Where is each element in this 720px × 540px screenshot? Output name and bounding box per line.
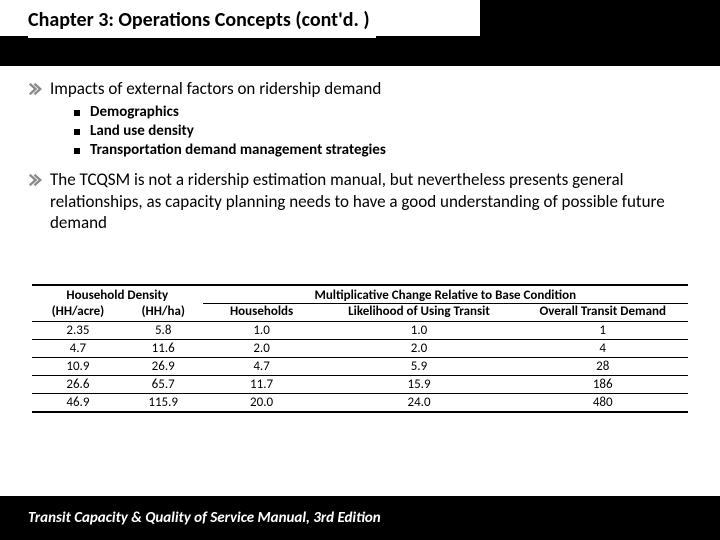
table-cell: 46.9 <box>32 394 124 413</box>
table-cell: 65.7 <box>124 376 203 394</box>
table-cell: 186 <box>517 376 688 394</box>
sub-bullet-text: Transportation demand management strateg… <box>90 141 386 159</box>
footer-text: Transit Capacity & Quality of Service Ma… <box>28 509 381 527</box>
table-cell: 2.35 <box>32 322 124 340</box>
table-cell: 15.9 <box>321 376 518 394</box>
table-cell: 2.0 <box>203 340 321 358</box>
table-row: 46.9115.920.024.0480 <box>32 394 688 413</box>
table-cell: 115.9 <box>124 394 203 413</box>
sub-list: DemographicsLand use densityTransportati… <box>74 103 692 159</box>
footer-band: Transit Capacity & Quality of Service Ma… <box>0 496 720 540</box>
table-cell: 1.0 <box>321 322 518 340</box>
table-group-header: Multiplicative Change Relative to Base C… <box>203 285 688 304</box>
bullet-level2: Demographics <box>74 103 692 121</box>
table-cell: 480 <box>517 394 688 413</box>
square-bullet-icon <box>74 110 80 116</box>
density-table-wrap: Household DensityMultiplicative Change R… <box>32 284 688 413</box>
chevron-right-icon <box>28 173 42 187</box>
table-group-header: Household Density <box>32 285 203 304</box>
table-cell: 26.6 <box>32 376 124 394</box>
table-cell: 1.0 <box>203 322 321 340</box>
bullet-text: Impacts of external factors on ridership… <box>50 78 381 99</box>
bullet-text: The TCQSM is not a ridership estimation … <box>50 169 692 233</box>
table-column-header: Overall Transit Demand <box>517 304 688 322</box>
square-bullet-icon <box>74 148 80 154</box>
slide-title: Chapter 3: Operations Concepts (cont'd. … <box>28 6 376 38</box>
content-area: Impacts of external factors on ridership… <box>28 78 692 237</box>
table-cell: 11.6 <box>124 340 203 358</box>
table-cell: 5.9 <box>321 358 518 376</box>
square-bullet-icon <box>74 129 80 135</box>
bullet-level1: The TCQSM is not a ridership estimation … <box>28 169 692 233</box>
table-column-header: (HH/ha) <box>124 304 203 322</box>
table-row: 26.665.711.715.9186 <box>32 376 688 394</box>
bullet-level2: Transportation demand management strateg… <box>74 141 692 159</box>
table-cell: 11.7 <box>203 376 321 394</box>
bullet-level2: Land use density <box>74 122 692 140</box>
table-column-header: (HH/acre) <box>32 304 124 322</box>
table-cell: 4 <box>517 340 688 358</box>
table-cell: 10.9 <box>32 358 124 376</box>
table-cell: 2.0 <box>321 340 518 358</box>
table-cell: 4.7 <box>32 340 124 358</box>
table-cell: 1 <box>517 322 688 340</box>
sub-bullet-text: Land use density <box>90 122 194 140</box>
table-cell: 20.0 <box>203 394 321 413</box>
table-cell: 24.0 <box>321 394 518 413</box>
bullet-level1: Impacts of external factors on ridership… <box>28 78 692 99</box>
table-row: 2.355.81.01.01 <box>32 322 688 340</box>
density-table: Household DensityMultiplicative Change R… <box>32 284 688 413</box>
table-column-header: Likelihood of Using Transit <box>321 304 518 322</box>
chevron-right-icon <box>28 82 42 96</box>
table-cell: 28 <box>517 358 688 376</box>
table-row: 10.926.94.75.928 <box>32 358 688 376</box>
table-cell: 5.8 <box>124 322 203 340</box>
sub-bullet-text: Demographics <box>90 103 179 121</box>
table-cell: 4.7 <box>203 358 321 376</box>
table-column-header: Households <box>203 304 321 322</box>
table-cell: 26.9 <box>124 358 203 376</box>
table-row: 4.711.62.02.04 <box>32 340 688 358</box>
